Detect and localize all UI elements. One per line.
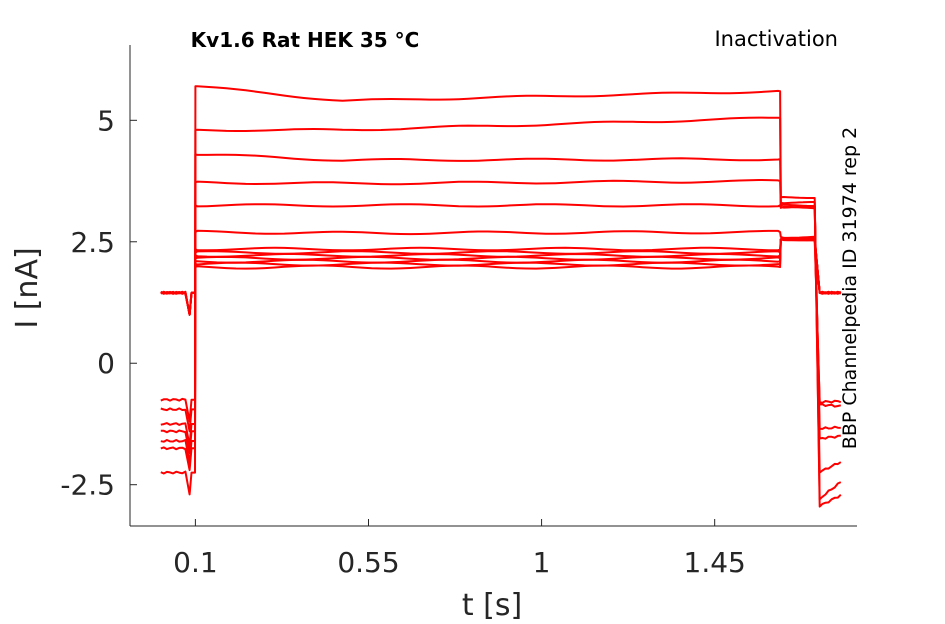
y-tick-group: -2.5 0 2.5 5 (60, 104, 137, 502)
trace-group (160, 85, 842, 508)
chart-title: Kv1.6 Rat HEK 35 °C (191, 28, 420, 52)
y-tick-label: 2.5 (70, 226, 115, 259)
x-tick-label: 1.45 (684, 546, 746, 579)
x-tick-label: 1 (533, 546, 551, 579)
y-tick-label: 5 (97, 104, 115, 137)
x-axis-label: t [s] (462, 588, 522, 623)
source-label: BBP Channelpedia ID 31974 rep 2 (839, 127, 861, 449)
current-trace (160, 237, 842, 316)
current-trace (160, 153, 842, 474)
protocol-label: Inactivation (714, 27, 838, 51)
x-tick-label: 0.1 (173, 546, 218, 579)
y-axis-label: I [nA] (10, 247, 45, 328)
y-tick-label: -2.5 (60, 469, 115, 502)
current-trace (160, 203, 841, 447)
y-tick-label: 0 (97, 347, 115, 380)
current-trace (160, 116, 842, 501)
x-tick-group: 0.1 0.55 1 1.45 (173, 519, 746, 579)
x-tick-label: 0.55 (337, 546, 399, 579)
current-trace (160, 85, 842, 508)
